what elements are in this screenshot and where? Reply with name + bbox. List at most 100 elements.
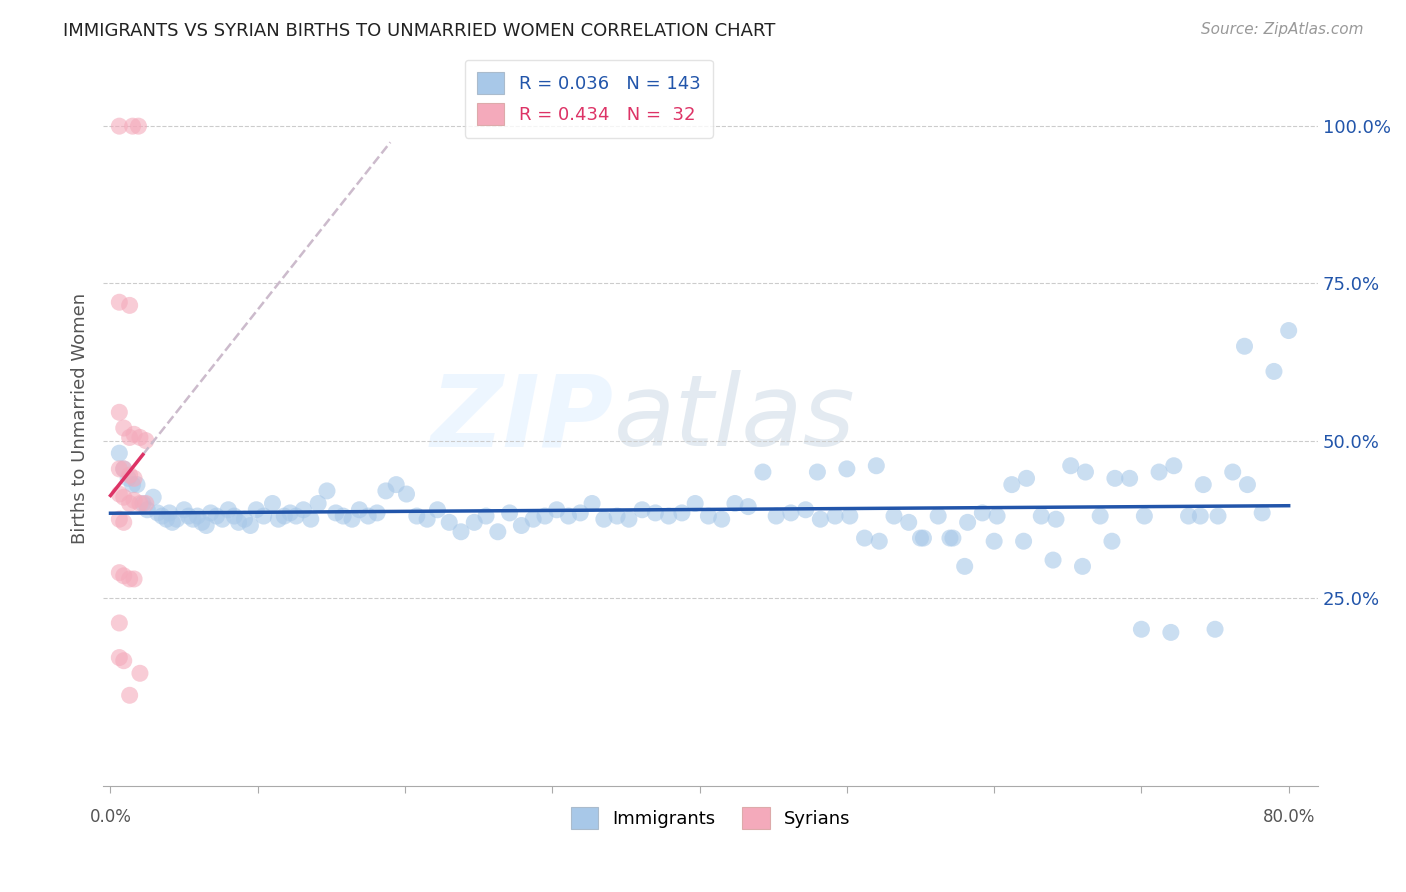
Point [1101,534,1123,549]
Point [125,477,148,491]
Point [1012,534,1035,549]
Point [897,516,920,530]
Point [498,506,520,520]
Point [157,506,180,520]
Point [135,434,157,448]
Point [245,502,267,516]
Text: 80.0%: 80.0% [1263,808,1315,827]
Point [1222,465,1244,479]
Point [1042,553,1064,567]
Point [838,509,860,524]
Point [316,483,339,498]
Point [592,512,614,526]
Point [1071,559,1094,574]
Point [780,506,803,520]
Point [233,512,256,526]
Point [155,512,177,526]
Text: atlas: atlas [613,370,855,467]
Point [127,119,149,133]
Point [349,502,371,516]
Point [853,531,876,545]
Point [129,430,152,444]
Point [1177,509,1199,524]
Point [546,502,568,516]
Point [292,502,315,516]
Point [405,509,427,524]
Point [278,506,301,520]
Point [146,506,169,520]
Point [912,531,935,545]
Point [273,509,295,524]
Point [195,518,218,533]
Point [150,509,173,524]
Point [617,512,640,526]
Point [683,496,706,510]
Point [883,509,905,524]
Point [374,483,396,498]
Point [228,516,250,530]
Point [122,572,145,586]
Point [129,496,152,510]
Point [1236,477,1258,491]
Point [956,516,979,530]
Y-axis label: Births to Unmarried Women: Births to Unmarried Women [72,293,89,544]
Point [983,534,1005,549]
Point [117,471,139,485]
Point [475,509,498,524]
Point [557,509,579,524]
Point [1206,509,1229,524]
Point [112,516,135,530]
Point [806,465,828,479]
Point [1263,364,1285,378]
Point [868,534,890,549]
Point [953,559,976,574]
Point [1251,506,1274,520]
Point [1160,625,1182,640]
Point [253,509,276,524]
Point [177,509,200,524]
Point [108,119,131,133]
Point [416,512,439,526]
Point [939,531,962,545]
Point [121,119,143,133]
Point [1204,622,1226,636]
Point [697,509,720,524]
Point [942,531,965,545]
Point [737,500,759,514]
Point [1088,509,1111,524]
Point [118,468,141,483]
Point [181,512,204,526]
Point [267,512,290,526]
Point [752,465,775,479]
Point [463,516,485,530]
Point [108,462,131,476]
Point [486,524,509,539]
Point [606,509,628,524]
Point [910,531,932,545]
Point [710,512,733,526]
Point [1031,509,1053,524]
Point [1278,324,1301,338]
Point [136,502,159,516]
Point [1192,477,1215,491]
Point [112,490,135,504]
Point [112,569,135,583]
Point [299,512,322,526]
Point [450,524,472,539]
Point [927,509,949,524]
Point [108,512,131,526]
Point [1233,339,1256,353]
Point [808,512,831,526]
Point [972,506,994,520]
Point [112,462,135,476]
Point [1015,471,1038,485]
Point [112,462,135,476]
Point [200,506,222,520]
Point [1045,512,1067,526]
Point [325,506,347,520]
Point [439,516,461,530]
Point [122,427,145,442]
Point [794,502,817,516]
Legend: Immigrants, Syrians: Immigrants, Syrians [564,800,858,837]
Point [1118,471,1140,485]
